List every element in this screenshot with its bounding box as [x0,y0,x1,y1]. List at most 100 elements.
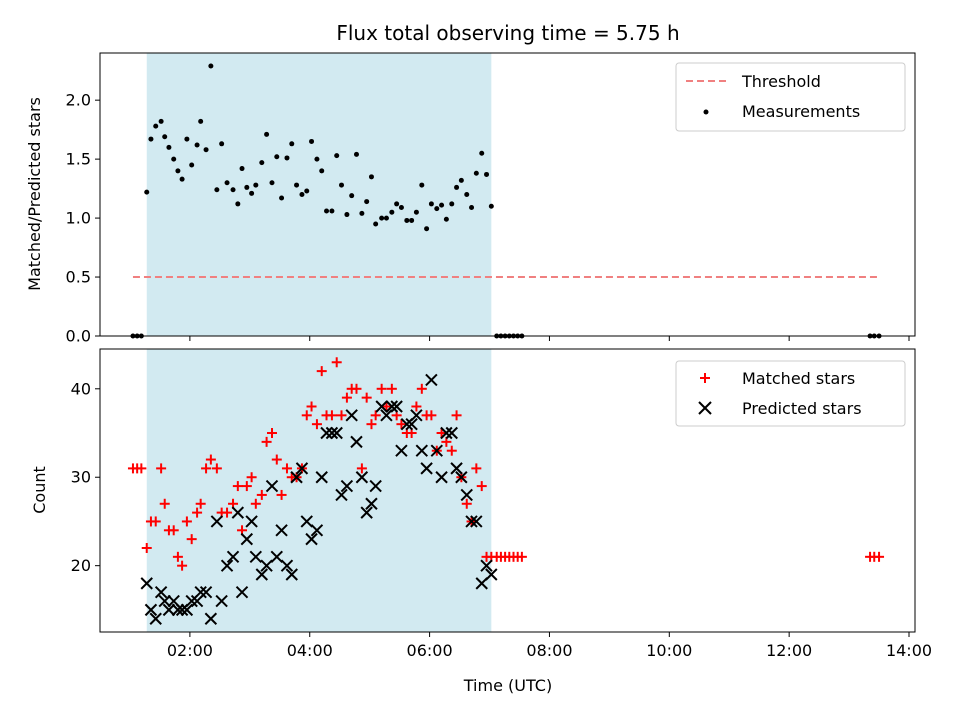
matched-star-point [341,392,352,403]
matched-star-point [141,542,152,553]
matched-star-point [246,472,257,483]
measurement-point [208,63,214,69]
predicted-star-point [460,488,473,502]
measurement-point [239,166,245,172]
matched-star-point [476,481,487,492]
matched-star-point [366,419,377,430]
measurement-point [279,195,285,201]
matched-star-point [156,463,167,474]
measurement-point [253,182,259,188]
matched-star-point [195,498,206,509]
matched-star-point [177,560,188,571]
matched-star-point [159,498,170,509]
measurement-point [144,189,150,195]
measurement-point [473,170,479,176]
count-legend: Matched stars Predicted stars [675,360,906,427]
legend-matched-label: Matched stars [742,369,855,388]
measurement-point [171,156,177,162]
x-axis-label: Time (UTC) [463,676,552,695]
y-tick-label: 1.5 [66,150,91,169]
measurement-point [449,201,455,207]
y-tick-label: 0.5 [66,268,91,287]
measurement-point [364,199,370,205]
measurement-point [329,208,335,214]
matched-star-point [336,410,347,421]
matched-star-point [361,392,372,403]
matched-star-point [436,428,447,439]
ratio-axes-frame [99,52,916,337]
matched-star-point [136,463,147,474]
ratio-legend: Threshold Measurements [675,62,906,132]
matched-star-point [451,410,462,421]
matched-star-point [326,410,337,421]
predicted-star-point [249,550,263,564]
measurement-point [488,203,494,209]
y-tick-label: 1.0 [66,209,91,228]
x-tick-label: 12:00 [766,641,812,660]
measurement-point [398,204,404,210]
measurement-point [484,171,490,177]
y-tick-label: 30 [71,468,91,487]
predicted-star-point [380,409,393,422]
measurement-point [289,141,295,147]
predicted-star-point [365,497,378,510]
measurement-point [203,147,209,153]
predicted-star-point [369,479,382,493]
matched-star-point [150,516,161,527]
predicted-star-point [325,426,339,440]
measurement-point [162,134,168,140]
matched-star-point [426,410,437,421]
matched-star-point [205,454,216,465]
matched-star-point [276,489,287,500]
measurement-point [353,151,359,157]
predicted-star-point [360,506,373,519]
measurement-point [413,209,419,215]
matched-star-point [181,516,192,527]
matched-star-point [301,410,312,421]
measurement-point [179,176,185,182]
count-axes-frame [99,348,916,633]
predicted-star-point [420,462,433,475]
predicted-star-point [320,426,333,440]
predicted-star-point [285,568,298,581]
measurement-point [454,184,460,190]
predicted-star-point [405,417,418,431]
x-tick-label: 06:00 [407,641,453,660]
measurement-point [314,156,320,162]
y-tick-label: 20 [71,556,91,575]
measurement-point [224,180,230,186]
predicted-star-point [425,373,438,387]
predicted-star-point [255,568,269,581]
chart-title: Flux total observing time = 5.75 h [336,21,679,45]
predicted-star-point [154,585,168,599]
measurement-point [359,210,365,216]
predicted-star-point [430,444,443,457]
measurement-point [148,136,154,142]
matched-star-point [271,454,282,465]
measurement-point [428,201,434,207]
predicted-star-point [475,577,488,590]
y-tick-label: 0.0 [66,327,91,346]
matched-star-point [201,463,212,474]
measurement-point [424,226,430,232]
predicted-star-point [435,471,448,484]
measurement-point [175,168,181,174]
predicted-star-point [345,409,358,422]
matched-star-point [331,357,342,368]
matched-star-point [211,463,222,474]
predicted-star-point [280,559,294,572]
measurement-point [274,154,280,160]
measurement-point [198,118,204,124]
predicted-star-point [175,603,189,617]
measurement-point [434,206,440,212]
predicted-star-point [310,524,324,537]
predicted-star-point [395,444,408,457]
measurement-point [214,187,220,193]
legend-measurements-label: Measurements [742,102,860,121]
measurement-point [383,215,389,221]
predicted-star-point [410,409,423,422]
count-y-axis-label: Count [30,466,49,514]
matched-star-point [311,419,322,430]
predicted-star-point [385,400,399,413]
x-tick-label: 10:00 [646,641,692,660]
